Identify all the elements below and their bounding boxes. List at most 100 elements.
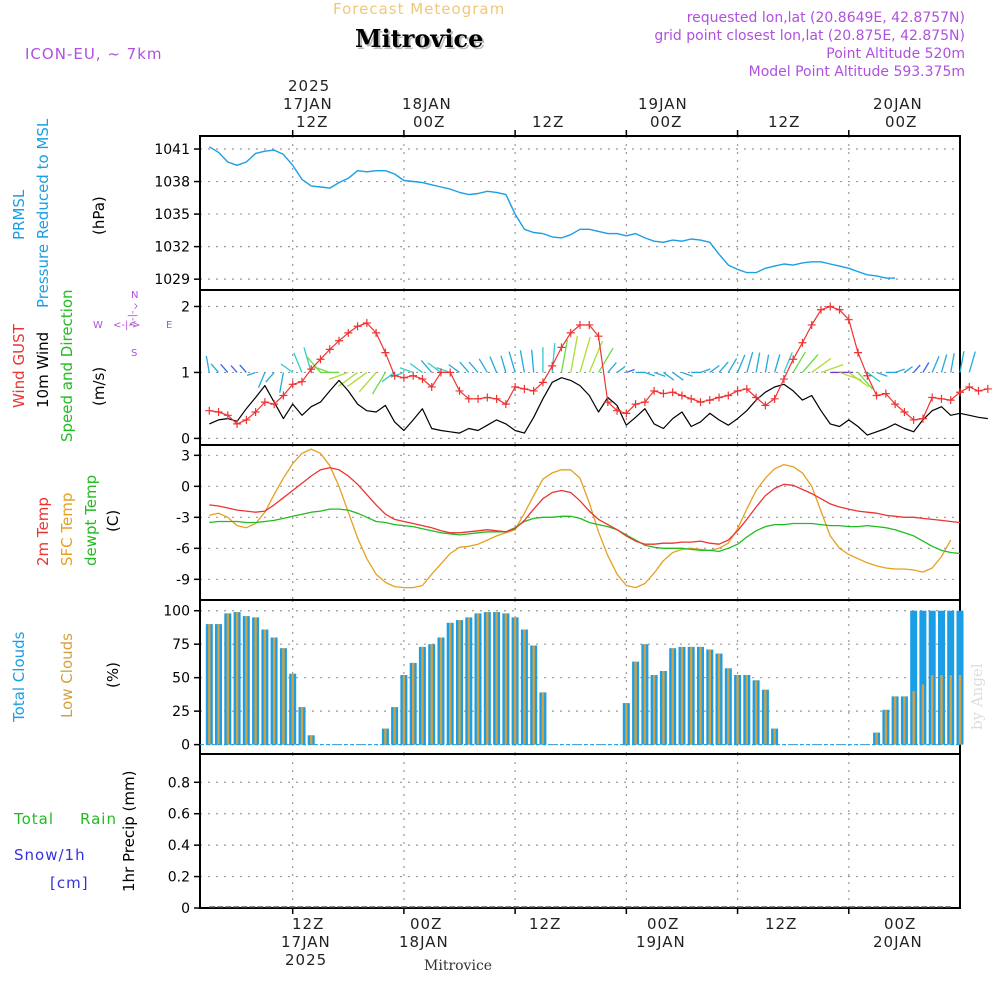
gust-marker-63 <box>789 355 798 364</box>
wind-10m-line <box>209 377 988 436</box>
low-cloud-bar-6 <box>263 629 267 745</box>
gridpoint-coords: grid point closest lon,lat (20.875E, 42.… <box>654 28 965 44</box>
gust-marker-44 <box>613 406 622 415</box>
snow-unit-label: [cm] <box>50 874 89 892</box>
wind-speed-dir-label: Speed and Direction <box>58 289 76 442</box>
wind-arrow-23 <box>409 362 423 373</box>
bottom-tick-2-date: 18JAN <box>399 933 449 951</box>
wind-arrow-24 <box>420 359 433 373</box>
wind-arrow-44 <box>616 365 626 373</box>
ytick-label-p0-0: 1029 <box>154 272 190 288</box>
top-tick-2-time: 00Z <box>413 113 446 131</box>
wind-arrow-27 <box>448 364 460 373</box>
panel-frame-4 <box>199 753 961 909</box>
low-cloud-bar-55 <box>717 653 721 745</box>
ytick-label-p0-3: 1038 <box>154 175 190 191</box>
wind-gust-line <box>209 305 988 425</box>
wind-arrow-2 <box>220 363 229 373</box>
wind-arrow-77 <box>922 362 930 373</box>
gust-marker-76 <box>909 415 918 424</box>
low-cloud-bar-31 <box>495 612 498 745</box>
bottom-tick-6-time: 00Z <box>884 915 917 933</box>
wind-arrow-60 <box>764 354 770 373</box>
wind-arrow-22 <box>399 367 414 374</box>
gust-marker-32 <box>501 400 510 409</box>
ytick-label-p2-4: 3 <box>181 448 190 464</box>
wind-arrow-55 <box>718 361 729 373</box>
bottom-location-label: Mitrovice <box>424 958 493 974</box>
gust-marker-74 <box>891 400 900 409</box>
ytick-label-p0-2: 1035 <box>154 207 190 223</box>
wind-arrow-35 <box>531 349 535 373</box>
wind-arrow-38 <box>560 339 569 373</box>
gust-marker-7 <box>270 400 279 409</box>
low-cloud-bar-72 <box>875 732 878 745</box>
gust-marker-42 <box>594 332 603 341</box>
cloud-unit-label: (%) <box>104 662 122 688</box>
gust-marker-16 <box>353 322 362 331</box>
gust-marker-66 <box>816 305 825 314</box>
low-cloud-bar-8 <box>282 648 285 745</box>
wind-arrow-47 <box>644 371 655 377</box>
wind-arrow-13 <box>312 365 330 374</box>
wind-10m-label: 10m Wind <box>34 331 52 408</box>
top-tick-5-time: 12Z <box>768 113 801 131</box>
low-cloud-bar-5 <box>254 617 257 745</box>
wind-arrow-11 <box>303 347 312 373</box>
low-cloud-bar-73 <box>884 709 888 745</box>
gust-marker-0 <box>205 406 214 415</box>
wind-arrow-42 <box>597 347 614 373</box>
watermark: by Angel <box>968 663 986 730</box>
precip-unit-label: 1hr Precip (mm) <box>120 770 138 892</box>
gust-marker-83 <box>974 386 983 395</box>
gust-marker-70 <box>854 348 863 357</box>
wind-arrow-81 <box>959 351 965 373</box>
wind-arrow-29 <box>468 361 479 373</box>
bottom-tick-4-date: 19JAN <box>636 933 686 951</box>
wind-arrow-12 <box>306 356 321 373</box>
gust-marker-41 <box>585 320 594 329</box>
low-cloud-bar-33 <box>513 617 517 745</box>
gust-marker-82 <box>965 382 974 391</box>
ytick-label-p2-2: -3 <box>176 510 190 526</box>
model-altitude: Model Point Altitude 593.375m <box>748 64 965 80</box>
low-cloud-bar-32 <box>504 613 508 745</box>
location-title: Mitrovice <box>355 24 484 53</box>
wind-arrow-7 <box>265 372 275 383</box>
gust-marker-23 <box>418 375 427 384</box>
gust-marker-2 <box>223 411 232 420</box>
gust-marker-26 <box>446 368 455 377</box>
wind-arrow-19 <box>372 372 386 395</box>
panel-frame-3 <box>199 599 961 755</box>
dewpt-temp-line <box>209 508 961 555</box>
gust-marker-79 <box>937 394 946 403</box>
low-cloud-bar-48 <box>652 675 656 745</box>
bottom-tick-4-time: 00Z <box>647 915 680 933</box>
low-cloud-bar-9 <box>291 673 294 745</box>
low-cloud-bar-53 <box>699 646 702 745</box>
bottom-tick-2-time: 00Z <box>410 915 443 933</box>
total-cloud-bar-77 <box>919 610 927 745</box>
wind-arrow-30 <box>478 358 488 373</box>
total-rain-label-b: Rain <box>80 810 117 828</box>
bottom-tick-5-time: 12Z <box>765 915 798 933</box>
gust-marker-25 <box>436 368 445 377</box>
top-tick-2-date: 18JAN <box>402 95 452 113</box>
panel-frame-0 <box>199 135 961 291</box>
pressure-reduced-label: Pressure Reduced to MSL <box>34 118 52 308</box>
gust-marker-17 <box>362 318 371 327</box>
wind-arrow-6 <box>257 372 266 388</box>
gust-marker-18 <box>372 328 381 337</box>
low-cloud-bar-59 <box>754 680 758 745</box>
gust-marker-31 <box>492 394 501 403</box>
wind-arrow-43 <box>607 362 617 373</box>
gust-marker-14 <box>335 336 344 345</box>
gust-marker-3 <box>233 419 242 428</box>
ytick-label-p0-1: 1032 <box>154 240 190 256</box>
low-cloud-bar-77 <box>921 684 925 745</box>
gust-marker-67 <box>826 302 835 311</box>
gust-marker-56 <box>724 391 733 400</box>
ytick-label-p4-3: 0.6 <box>168 807 190 823</box>
wind-arrow-25 <box>427 362 442 373</box>
gust-marker-69 <box>844 315 853 324</box>
